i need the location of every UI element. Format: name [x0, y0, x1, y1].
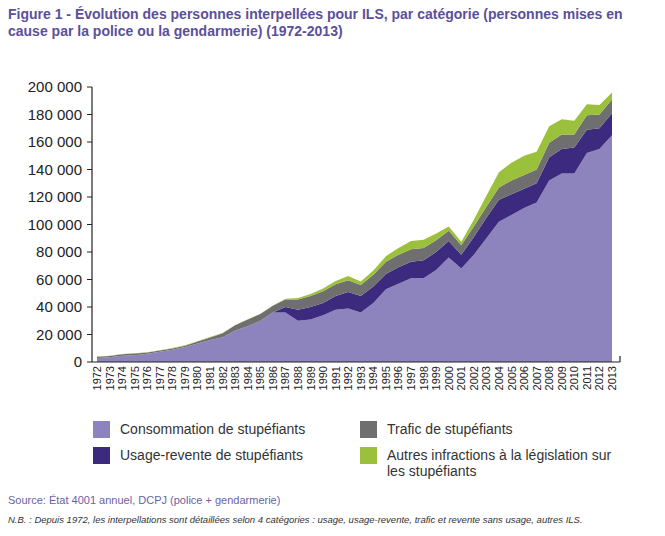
- x-tick-label: 1997: [405, 366, 417, 390]
- area-series: [97, 99, 612, 358]
- x-tick-label: 1994: [367, 366, 379, 390]
- x-tick-label: 2009: [556, 366, 568, 390]
- legend-item: Usage-revente de stupéfiants: [93, 447, 353, 464]
- y-tick-label: 200 000: [28, 78, 82, 95]
- x-tick-label: 1975: [129, 366, 141, 390]
- legend-label: Consommation de stupéfiants: [120, 421, 305, 437]
- x-tick-label: 1989: [305, 366, 317, 390]
- legend-label: Autres infractions à la législation sur …: [387, 447, 627, 479]
- legend-item: Consommation de stupéfiants: [93, 421, 353, 438]
- x-tick-label: 1980: [191, 366, 203, 390]
- y-tick: [87, 169, 92, 170]
- x-axis: [92, 361, 620, 362]
- area-series: [97, 113, 612, 358]
- x-tick-label: 2000: [443, 366, 455, 390]
- x-tick-label: 2012: [593, 366, 605, 390]
- y-tick-label: 80 000: [36, 243, 82, 260]
- x-tick-label: 1998: [418, 366, 430, 390]
- x-tick-label: 2013: [606, 366, 618, 390]
- title: Figure 1 - Évolution des personnes inter…: [8, 6, 648, 40]
- x-tick-label: 1996: [392, 366, 404, 390]
- x-tick-label: 1972: [91, 366, 103, 390]
- x-tick-label: 2011: [581, 366, 593, 390]
- x-tick-label: 2002: [468, 366, 480, 390]
- y-tick: [87, 114, 92, 115]
- x-tick-label: 1988: [292, 366, 304, 390]
- x-tick-label: 1974: [116, 366, 128, 390]
- x-tick-label: 1976: [141, 366, 153, 390]
- x-tick-label: 1993: [355, 366, 367, 390]
- y-tick-label: 180 000: [28, 106, 82, 123]
- y-tick-label: 100 000: [28, 216, 82, 233]
- y-tick-label: 40 000: [36, 298, 82, 315]
- y-tick-label: 140 000: [28, 161, 82, 178]
- y-tick: [87, 307, 92, 308]
- legend-swatch: [360, 421, 377, 438]
- y-tick: [87, 224, 92, 225]
- y-tick: [87, 197, 92, 198]
- legend-swatch: [93, 447, 110, 464]
- x-tick-label: 1999: [430, 366, 442, 390]
- y-tick: [87, 142, 92, 143]
- x-tick-label: 1992: [342, 366, 354, 390]
- x-tick-label: 1979: [179, 366, 191, 390]
- x-tick-label: 1984: [242, 366, 254, 390]
- y-tick: [87, 279, 92, 280]
- x-tick-label: 1987: [279, 366, 291, 390]
- y-tick: [87, 87, 92, 88]
- x-tick-label: 2005: [506, 366, 518, 390]
- note: N.B. : Depuis 1972, les interpellations …: [8, 514, 658, 525]
- y-tick-label: 120 000: [28, 188, 82, 205]
- area-series: [97, 93, 612, 357]
- legend-label: Trafic de stupéfiants: [387, 421, 513, 437]
- y-tick-label: 60 000: [36, 271, 82, 288]
- x-axis-end: [619, 356, 620, 362]
- legend-label: Usage-revente de stupéfiants: [120, 447, 303, 463]
- legend-item: Trafic de stupéfiants: [360, 421, 650, 438]
- x-tick-label: 2010: [568, 366, 580, 390]
- x-tick-label: 1977: [154, 366, 166, 390]
- x-tick-label: 2004: [493, 366, 505, 390]
- source: Source: État 4001 annuel, DCPJ (police +…: [8, 494, 280, 506]
- y-tick: [87, 334, 92, 335]
- x-tick-label: 1981: [204, 366, 216, 390]
- x-tick-label: 2001: [455, 366, 467, 390]
- legend-swatch: [360, 447, 377, 464]
- x-tick-label: 1973: [104, 366, 116, 390]
- y-tick: [87, 252, 92, 253]
- plot-area: [97, 93, 612, 363]
- x-tick-label: 1983: [229, 366, 241, 390]
- y-tick-label: 160 000: [28, 133, 82, 150]
- y-tick: [87, 362, 92, 363]
- x-tick-label: 2006: [518, 366, 530, 390]
- y-tick-label: 0: [74, 353, 82, 370]
- x-tick-label: 2003: [480, 366, 492, 390]
- x-tick-label: 2008: [543, 366, 555, 390]
- x-tick-label: 1991: [330, 366, 342, 390]
- x-tick-label: 1985: [254, 366, 266, 390]
- y-tick-label: 20 000: [36, 326, 82, 343]
- x-tick-label: 1995: [380, 366, 392, 390]
- x-tick-label: 1990: [317, 366, 329, 390]
- x-tick-label: 1978: [166, 366, 178, 390]
- legend-item: Autres infractions à la législation sur …: [360, 447, 650, 479]
- x-tick-label: 1986: [267, 366, 279, 390]
- x-tick-label: 1982: [217, 366, 229, 390]
- legend-swatch: [93, 421, 110, 438]
- x-tick-label: 2007: [531, 366, 543, 390]
